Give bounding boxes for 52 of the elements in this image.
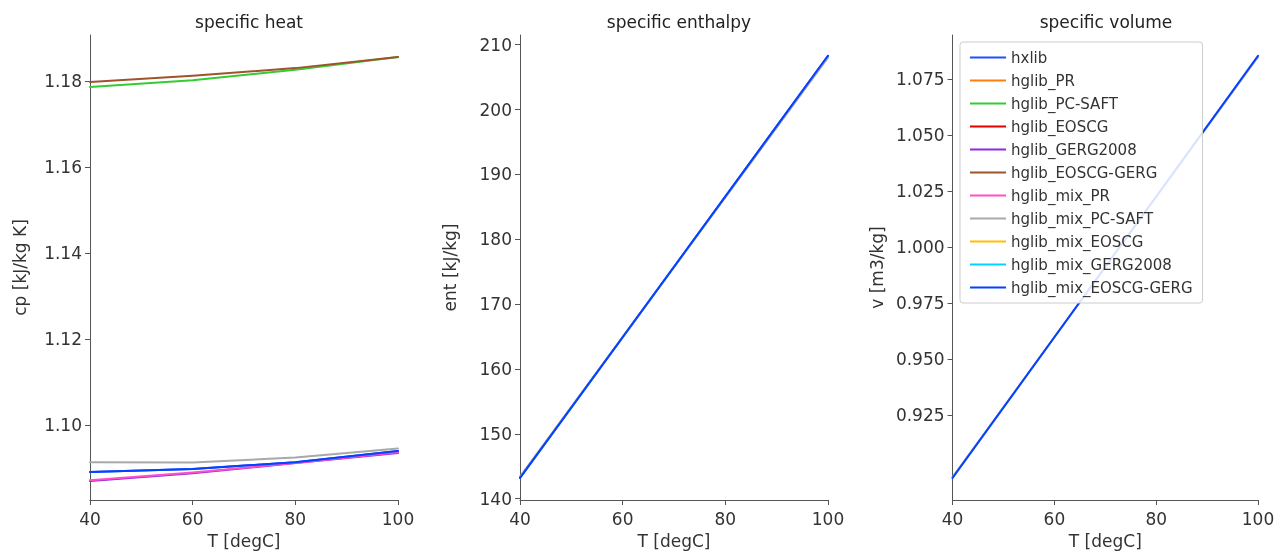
x-tick-label: 60 xyxy=(611,508,634,529)
y-tick-label: 1.18 xyxy=(44,71,82,92)
chart-title: specific volume xyxy=(1039,11,1173,32)
y-tick-label: 1.050 xyxy=(895,124,945,145)
y-axis-title: v [m3/kg] xyxy=(866,226,887,309)
x-tick-label: 40 xyxy=(509,508,531,529)
legend-label: hglib_mix_EOSCG-GERG xyxy=(1011,278,1193,298)
x-tick-label: 80 xyxy=(1145,508,1168,529)
x-tick-label: 100 xyxy=(811,508,845,529)
y-tick-label: 160 xyxy=(479,359,512,379)
x-tick-label: 100 xyxy=(1241,508,1275,529)
x-tick-label: 40 xyxy=(941,508,964,529)
y-tick-label: 1.10 xyxy=(44,415,82,436)
y-tick-label: 180 xyxy=(479,229,512,250)
x-axis-title: T [degC] xyxy=(1067,530,1142,551)
y-tick-label: 1.075 xyxy=(895,68,945,89)
y-tick-label: 1.16 xyxy=(44,157,82,178)
y-tick-label: 1.025 xyxy=(895,180,945,201)
x-tick-label: 40 xyxy=(79,508,101,529)
x-tick-label: 80 xyxy=(714,508,737,529)
x-axis-title: T [degC] xyxy=(206,530,281,551)
legend-label: hxlib xyxy=(1011,48,1048,67)
y-tick-label: 1.12 xyxy=(44,329,82,350)
y-tick-label: 140 xyxy=(479,488,512,509)
y-tick-label: 0.925 xyxy=(895,404,945,425)
y-axis-title: cp [kJ/kg K] xyxy=(9,219,30,316)
legend-label: hglib_GERG2008 xyxy=(1011,140,1137,160)
y-tick-label: 190 xyxy=(479,164,512,185)
y-tick-label: 0.950 xyxy=(895,348,945,369)
y-tick-label: 1.000 xyxy=(895,236,945,257)
y-tick-label: 150 xyxy=(479,423,512,444)
y-tick-label: 0.975 xyxy=(895,292,945,313)
legend-label: hglib_mix_EOSCG xyxy=(1011,232,1144,252)
x-tick-label: 100 xyxy=(381,508,415,529)
y-tick-label: 210 xyxy=(479,34,512,55)
y-axis-title: ent [kJ/kg] xyxy=(439,223,460,312)
y-tick-label: 200 xyxy=(479,99,512,120)
legend-label: hglib_mix_PR xyxy=(1011,186,1111,206)
legend-label: hglib_EOSCG xyxy=(1011,117,1109,137)
y-tick-label: 1.14 xyxy=(44,243,82,264)
chart-title: specific enthalpy xyxy=(606,11,752,32)
legend-label: hglib_mix_GERG2008 xyxy=(1011,255,1172,275)
legend-label: hglib_mix_PC-SAFT xyxy=(1011,209,1154,229)
legend-label: hglib_PC-SAFT xyxy=(1011,94,1119,114)
x-tick-label: 80 xyxy=(284,508,307,529)
y-tick-label: 170 xyxy=(479,294,512,315)
chart-title: specific heat xyxy=(195,11,304,32)
legend-label: hglib_PR xyxy=(1011,71,1075,91)
x-tick-label: 60 xyxy=(1043,508,1066,529)
legend-label: hglib_EOSCG-GERG xyxy=(1011,163,1158,183)
x-tick-label: 60 xyxy=(181,508,204,529)
x-axis-title: T [degC] xyxy=(636,530,711,551)
